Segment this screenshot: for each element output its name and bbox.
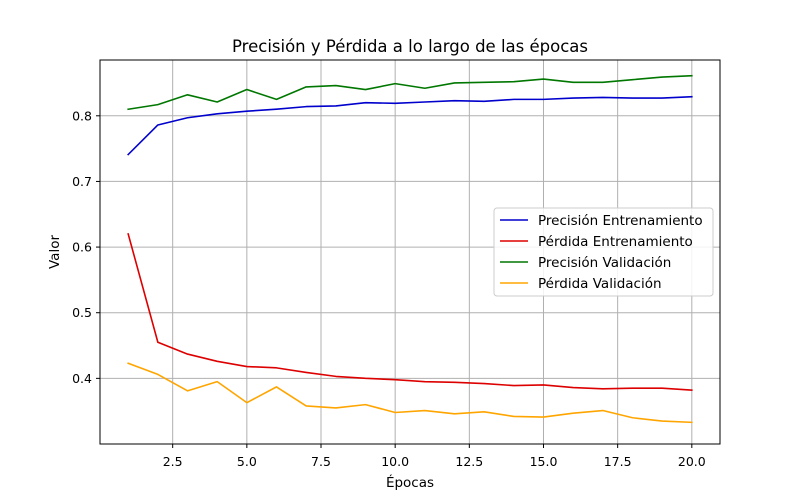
legend-label: Pérdida Entrenamiento — [538, 234, 693, 250]
y-tick-label: 0.8 — [72, 108, 92, 123]
x-tick-label: 7.5 — [311, 454, 331, 469]
series-line-3 — [127, 74, 693, 111]
y-tick-label: 0.6 — [72, 240, 92, 255]
plot-frame — [99, 59, 721, 445]
series-line-1 — [127, 95, 693, 156]
y-axis-label: Valor — [47, 235, 63, 269]
series-line-4 — [127, 362, 693, 424]
legend: Precisión Entrenamiento Pérdida Entrenami… — [493, 207, 714, 297]
x-tick-label: 15.0 — [530, 454, 558, 469]
x-axis-label: Épocas — [386, 474, 434, 491]
chart-title: Precisión y Pérdida a lo largo de las ép… — [232, 37, 588, 56]
legend-label: Precisión Validación — [538, 255, 671, 271]
y-tick-label: 0.7 — [72, 174, 92, 189]
axis-ticks: 2.5 5.0 7.5 10.0 12.5 15.0 17.5 20.0 0.4 0.5 0.6 0.… — [72, 108, 706, 469]
x-tick-label: 10.0 — [381, 454, 409, 469]
x-tick-label: 5.0 — [237, 454, 257, 469]
legend-label: Pérdida Validación — [538, 276, 662, 292]
x-tick-label: 12.5 — [455, 454, 483, 469]
y-tick-label: 0.4 — [72, 371, 92, 386]
legend-label: Precisión Entrenamiento — [538, 213, 703, 229]
x-tick-label: 20.0 — [678, 454, 706, 469]
series-line-2 — [127, 232, 693, 392]
x-tick-label: 17.5 — [604, 454, 632, 469]
legend-box — [493, 207, 714, 297]
series-lines — [127, 74, 693, 424]
x-tick-label: 2.5 — [163, 454, 183, 469]
y-tick-label: 0.5 — [72, 305, 92, 320]
